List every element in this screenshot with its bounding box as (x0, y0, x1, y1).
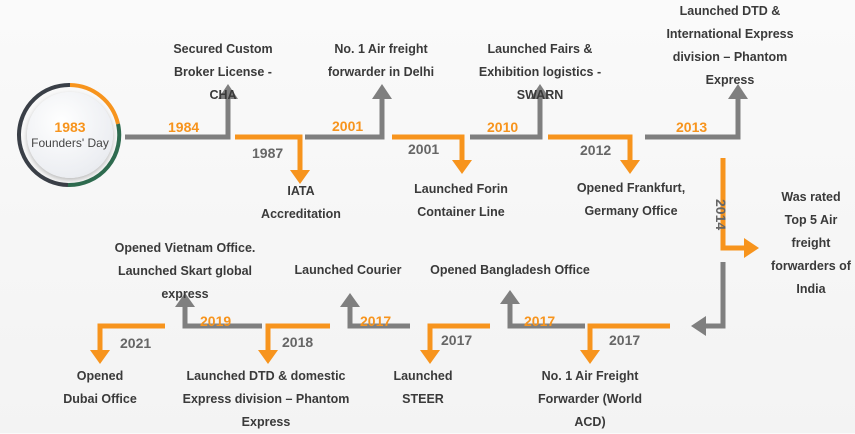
milestone-2014: Was rated Top 5 Air freight forwarders o… (771, 190, 851, 296)
milestone-2018: Launched DTD & domestic Express division… (182, 369, 350, 429)
year-label-1984: 1984 (168, 119, 200, 135)
arrow-2017-d (347, 304, 410, 329)
arrowhead-2013 (728, 84, 748, 99)
year-label-2001-b: 2001 (408, 141, 440, 157)
arrowhead-1987 (290, 170, 310, 184)
year-label-2017-b: 2017 (524, 313, 556, 329)
milestone-2017-d: Launched Courier (294, 263, 402, 277)
year-label-2010: 2010 (487, 119, 519, 135)
arrow-2013 (645, 96, 741, 140)
milestone-2017-c: Launched STEER (393, 369, 453, 406)
arrow-2010 (470, 96, 543, 140)
founders-ring (17, 82, 122, 188)
milestone-2001-a: No. 1 Air freight forwarder in Delhi (327, 42, 435, 79)
arrow-2017-a (587, 323, 670, 352)
year-label-2001-a: 2001 (332, 118, 364, 134)
year-label-2014: 2014 (713, 199, 729, 231)
arrow-1987 (235, 134, 303, 172)
arrowhead-2017-a (580, 350, 600, 364)
arrow-2019 (182, 304, 262, 329)
milestone-2017-b: Opened Bangladesh Office (430, 263, 590, 277)
milestone-2010: Launched Fairs & Exhibition logistics - … (478, 42, 602, 102)
arrow-2001-a (305, 96, 385, 140)
milestone-2019: Opened Vietnam Office. Launched Skart gl… (114, 241, 256, 301)
arrow-2014 (720, 158, 745, 251)
year-label-2018: 2018 (282, 334, 314, 350)
milestone-2013: Launched DTD & International Express div… (666, 4, 794, 87)
arrowhead-1984 (218, 84, 238, 99)
arrowhead-2017-d (340, 293, 360, 307)
milestone-2012: Opened Frankfurt, Germany Office (576, 181, 686, 218)
year-label-2017-d: 2017 (360, 313, 392, 329)
arrow-return (705, 262, 726, 329)
arrowhead-2001-a (372, 84, 392, 99)
year-label-2019: 2019 (200, 313, 232, 329)
ring-segment-orange (69, 83, 120, 125)
milestone-2017-a: No. 1 Air Freight Forwarder (World ACD) (538, 369, 642, 429)
arrow-2001-b (392, 134, 465, 162)
year-label-1987: 1987 (252, 145, 284, 161)
arrowhead-2021 (90, 350, 110, 364)
year-label-2012: 2012 (580, 142, 612, 158)
arrowhead-2019 (175, 293, 195, 307)
founders-label: Founders' Day (31, 136, 109, 150)
milestone-1987: IATA Accreditation (261, 184, 341, 221)
year-label-2013: 2013 (676, 119, 708, 135)
year-label-2017-a: 2017 (609, 332, 641, 348)
arrowhead-2014 (744, 238, 759, 258)
arrowhead-2017-b (500, 290, 520, 304)
arrowhead-2017-c (420, 350, 440, 364)
founders-year: 1983 (54, 119, 86, 135)
arrow-2017-b (507, 301, 585, 329)
year-label-2021: 2021 (120, 335, 152, 351)
ring-segment-green (67, 123, 122, 188)
arrowhead-2010 (530, 84, 550, 99)
ring-segment-dark (17, 82, 71, 187)
arrowhead-return (691, 316, 706, 336)
arrow-2021 (97, 323, 165, 352)
year-label-2017-c: 2017 (441, 332, 473, 348)
arrow-1984 (125, 96, 231, 140)
arrow-2017-c (427, 323, 490, 352)
arrowhead-2018 (258, 350, 278, 364)
arrowhead-2001-b (452, 160, 472, 174)
arrow-2018 (265, 323, 330, 352)
milestone-1984: Secured Custom Broker License - CHA (173, 42, 273, 102)
milestone-2001-b: Launched Forin Container Line (414, 182, 508, 219)
founders-circle-inner: 1983 Founders' Day (27, 92, 113, 178)
milestone-2021: Opened Dubai Office (63, 369, 137, 406)
founders-circle: 1983 Founders' Day (17, 82, 123, 188)
arrowhead-2012 (620, 160, 640, 174)
arrow-2012 (548, 134, 633, 162)
